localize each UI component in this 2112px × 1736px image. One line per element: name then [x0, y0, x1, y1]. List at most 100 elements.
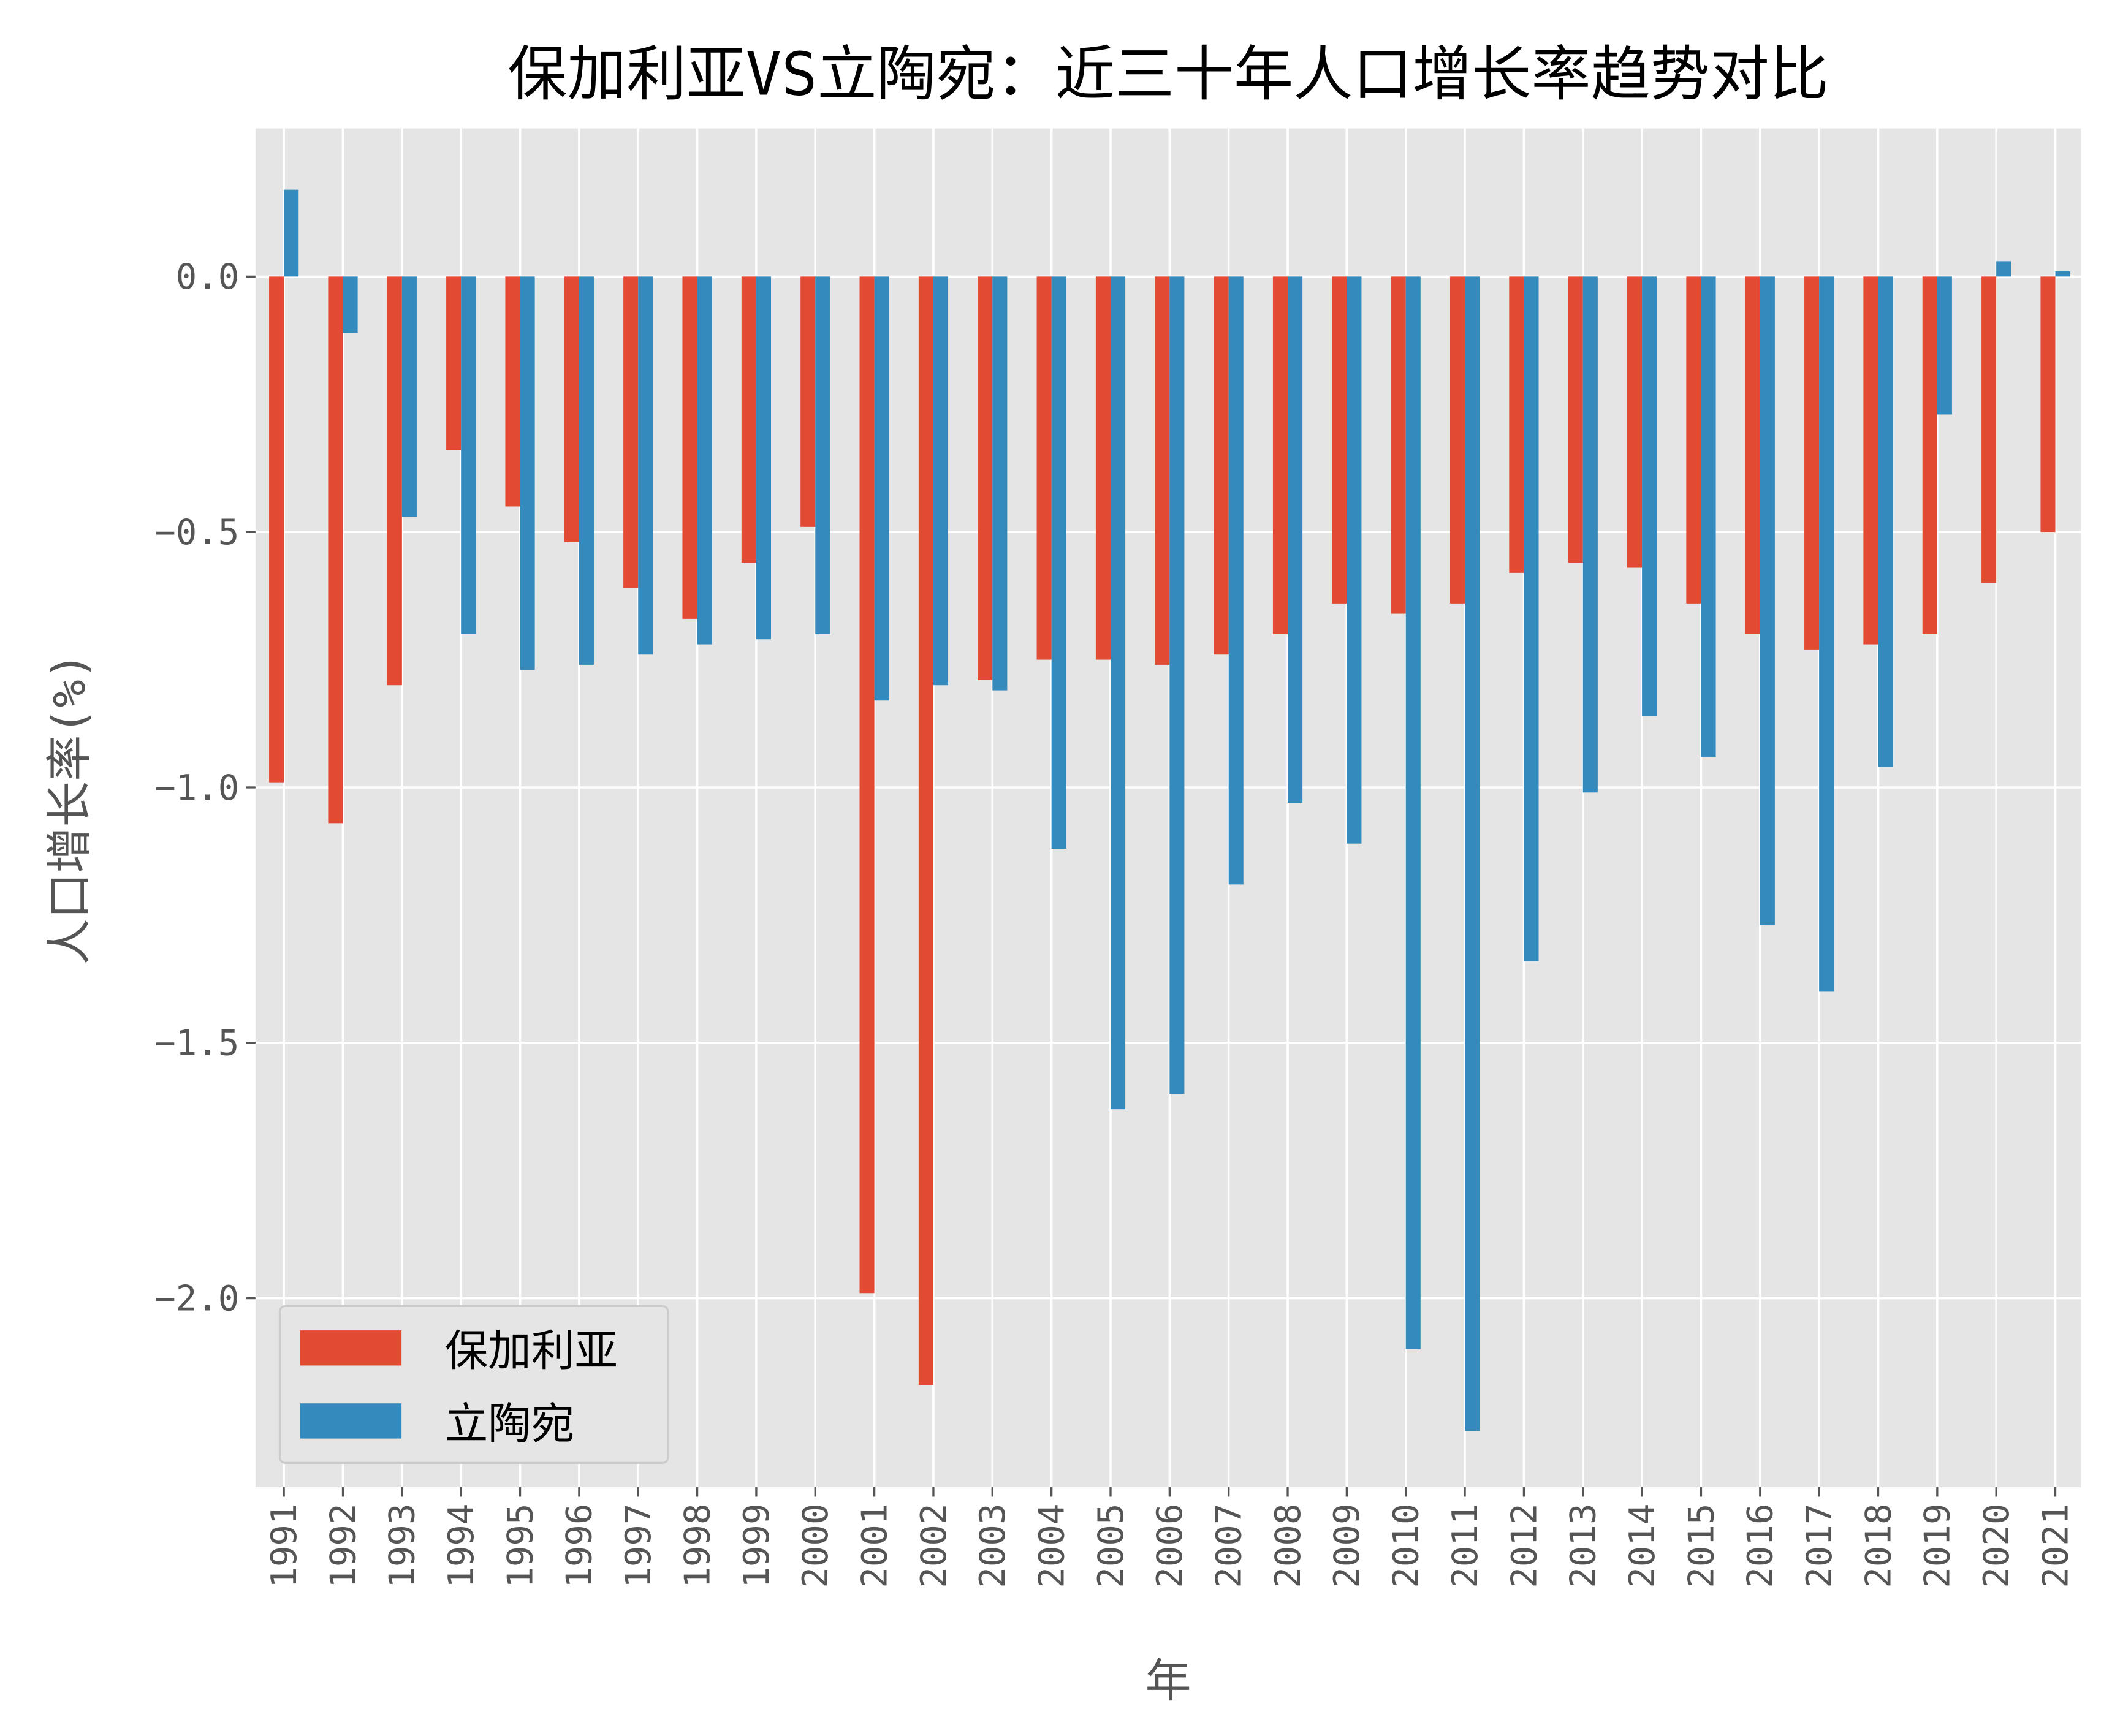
bar-bulgaria [505, 276, 520, 507]
bar-bulgaria [978, 276, 993, 680]
bar-bulgaria [328, 276, 343, 824]
bar-lithuania [1819, 276, 1834, 992]
x-tick-label: 1993 [382, 1504, 423, 1588]
x-tick-label: 2000 [795, 1504, 836, 1588]
bar-lithuania [874, 276, 889, 701]
bar-lithuania [756, 276, 772, 640]
bar-bulgaria [1214, 276, 1229, 655]
bar-lithuania [1288, 276, 1303, 803]
bar-lithuania [401, 276, 417, 517]
bar-lithuania [1169, 276, 1185, 1094]
bar-lithuania [1878, 276, 1893, 767]
x-tick-label: 1997 [618, 1504, 659, 1588]
bar-bulgaria [2040, 276, 2056, 533]
bar-bulgaria [1627, 276, 1643, 568]
legend-swatch-bulgaria [300, 1330, 402, 1366]
x-tick-label: 2012 [1503, 1504, 1544, 1588]
legend: 保加利亚 立陶宛 [278, 1305, 669, 1464]
bar-bulgaria [859, 276, 875, 1294]
bar-lithuania [992, 276, 1008, 691]
x-axis-label: 年 [1145, 1654, 1191, 1708]
bar-lithuania [1524, 276, 1539, 961]
x-tick-label: 2015 [1681, 1504, 1722, 1588]
bar-lithuania [933, 276, 949, 686]
bar-lithuania [520, 276, 535, 670]
x-tick-label: 1999 [736, 1504, 777, 1588]
x-tick-label: 1996 [559, 1504, 600, 1588]
bar-bulgaria [1686, 276, 1701, 604]
x-tick-label: 2009 [1326, 1504, 1367, 1588]
bar-lithuania [343, 276, 358, 333]
bar-bulgaria [1391, 276, 1406, 614]
x-tick-label: 1995 [500, 1504, 541, 1588]
bar-lithuania [461, 276, 476, 634]
bar-bulgaria [1036, 276, 1052, 660]
bar-bulgaria [564, 276, 579, 542]
bar-lithuania [1405, 276, 1421, 1349]
bar-bulgaria [1922, 276, 1937, 634]
x-tick-label: 1998 [677, 1504, 718, 1588]
x-tick-label: 2021 [2035, 1504, 2076, 1588]
bar-bulgaria [682, 276, 697, 619]
x-tick-label: 2019 [1917, 1504, 1958, 1588]
bar-bulgaria [1155, 276, 1170, 665]
x-tick-label: 2005 [1090, 1504, 1131, 1588]
bar-lithuania [1347, 276, 1362, 844]
x-tick-label: 2017 [1799, 1504, 1840, 1588]
bar-bulgaria [623, 276, 639, 588]
x-tick-label: 2002 [913, 1504, 954, 1588]
bar-lithuania [2055, 271, 2070, 277]
y-tick-label: −2.0 [154, 1278, 239, 1319]
bar-lithuania [1465, 276, 1480, 1431]
bar-bulgaria [1272, 276, 1288, 634]
bar-bulgaria [918, 276, 933, 1385]
x-tick-label: 2010 [1386, 1504, 1427, 1588]
x-tick-label: 2007 [1209, 1504, 1250, 1588]
chart-title: 保加利亚VS立陶宛：近三十年人口增长率趋势对比 [507, 39, 1829, 108]
y-axis-label: 人口增长率(%) [42, 652, 96, 965]
y-tick-label: −1.0 [154, 767, 239, 808]
bar-bulgaria [1509, 276, 1524, 573]
y-tick-label: 0.0 [176, 256, 240, 297]
x-tick-label: 2008 [1267, 1504, 1309, 1588]
x-ticks: 1991 1992 1993 1994 1995 1996 1997 1998 1999 2000… [264, 1487, 2076, 1588]
bar-bulgaria [1804, 276, 1820, 650]
bar-lithuania [1051, 276, 1066, 849]
bar-lithuania [1701, 276, 1716, 757]
bar-bulgaria [741, 276, 756, 563]
legend-label-bulgaria: 保加利亚 [445, 1325, 618, 1376]
x-tick-label: 1991 [264, 1504, 305, 1588]
bar-bulgaria [387, 276, 402, 686]
y-ticks: 0.0 −0.5 −1.0 −1.5 −2.0 [154, 256, 256, 1319]
x-tick-label: 1994 [441, 1504, 482, 1588]
bar-lithuania [1996, 261, 2011, 277]
bar-lithuania [1642, 276, 1657, 716]
bar-bulgaria [446, 276, 462, 450]
x-tick-label: 2018 [1858, 1504, 1899, 1588]
y-tick-label: −0.5 [154, 512, 239, 553]
bar-bulgaria [1745, 276, 1760, 634]
x-tick-label: 2001 [854, 1504, 895, 1588]
bar-bulgaria [1568, 276, 1583, 563]
bar-lithuania [815, 276, 830, 634]
bar-lithuania [579, 276, 594, 665]
bar-bulgaria [1095, 276, 1111, 660]
bars [269, 189, 2070, 1431]
x-tick-label: 1992 [322, 1504, 363, 1588]
legend-label-lithuania: 立陶宛 [445, 1398, 575, 1449]
bar-bulgaria [1981, 276, 1997, 583]
bar-bulgaria [1863, 276, 1878, 645]
bar-lithuania [1582, 276, 1598, 793]
bar-bulgaria [1332, 276, 1347, 604]
bar-bulgaria [269, 276, 284, 783]
x-tick-label: 2011 [1445, 1504, 1486, 1588]
x-tick-label: 2004 [1031, 1504, 1073, 1588]
x-tick-label: 2006 [1149, 1504, 1190, 1588]
bar-lithuania [1760, 276, 1775, 926]
x-tick-label: 2013 [1563, 1504, 1604, 1588]
bar-lithuania [638, 276, 653, 655]
bar-lithuania [697, 276, 712, 645]
bar-lithuania [1110, 276, 1126, 1110]
bar-bulgaria [1449, 276, 1465, 604]
